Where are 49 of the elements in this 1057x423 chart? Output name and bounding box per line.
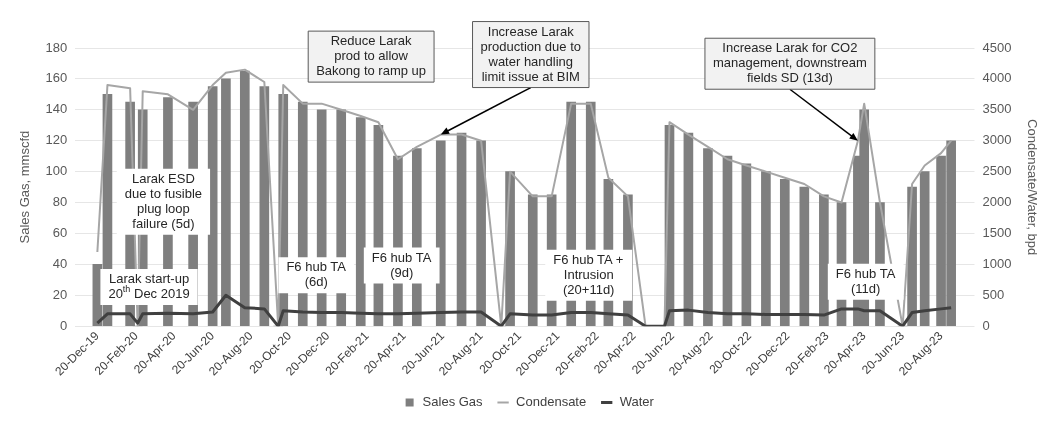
bar — [527, 194, 538, 327]
y2-tick-label: 0 — [982, 317, 990, 333]
y-tick-label: 140 — [45, 101, 68, 117]
y-tick-label: 100 — [45, 163, 68, 179]
bar — [799, 186, 810, 327]
y-tick-label: 20 — [52, 286, 68, 302]
y-tick-label: 120 — [45, 132, 68, 148]
y2-tick-label: 2500 — [982, 163, 1012, 179]
bar — [722, 155, 733, 327]
annotation: F6 hub TA (6d) — [286, 259, 347, 290]
y2-tick-label: 1000 — [982, 255, 1012, 271]
bar — [819, 194, 829, 327]
y2-axis-title: Condensate/Water, bpd — [1024, 119, 1040, 256]
y2-tick-label: 4500 — [982, 39, 1012, 55]
y-tick-label: 40 — [52, 255, 68, 271]
y2-tick-label: 500 — [982, 286, 1005, 302]
y-tick-label: 80 — [52, 194, 68, 210]
bar — [221, 78, 231, 327]
legend-label: Condensate — [516, 394, 587, 410]
y2-tick-label: 3000 — [982, 132, 1012, 148]
bar — [456, 132, 467, 327]
bar — [703, 148, 713, 327]
y-tick-label: 0 — [60, 317, 68, 333]
annotation: F6 hub TA + Intrusion (20+11d) — [553, 251, 624, 297]
bar — [779, 179, 790, 327]
legend-label: Sales Gas — [422, 394, 484, 410]
bar — [355, 117, 366, 327]
bar — [683, 132, 694, 327]
annotation: F6 hub TA (11d) — [835, 265, 896, 296]
bar — [919, 171, 930, 327]
y2-tick-label: 3500 — [982, 101, 1012, 117]
y-tick-label: 180 — [45, 39, 68, 55]
annotation: Increase Larak production due to water handling limit issue at BIM — [480, 23, 581, 84]
bar — [435, 140, 446, 327]
bar — [741, 163, 752, 327]
y-axis-title: Sales Gas, mmscfd — [17, 130, 33, 244]
annotation: Reduce Larak prod to allow Bakong to ramp up — [316, 33, 427, 79]
legend-label: Water — [619, 394, 655, 410]
y-tick-label: 60 — [52, 225, 68, 241]
bar — [239, 70, 250, 327]
annotation: Larak ESD due to fusible plug loop failure (5d) — [124, 170, 203, 231]
bar — [761, 171, 771, 327]
annotation: Increase Larak for CO2 management, downstream fields SD (13d) — [712, 40, 867, 86]
y2-tick-label: 2000 — [982, 194, 1012, 210]
y2-tick-label: 4000 — [982, 70, 1012, 86]
bar — [476, 140, 486, 327]
y-tick-label: 160 — [45, 70, 68, 86]
y2-tick-label: 1500 — [982, 225, 1012, 241]
annotation: F6 hub TA (9d) — [371, 249, 432, 280]
